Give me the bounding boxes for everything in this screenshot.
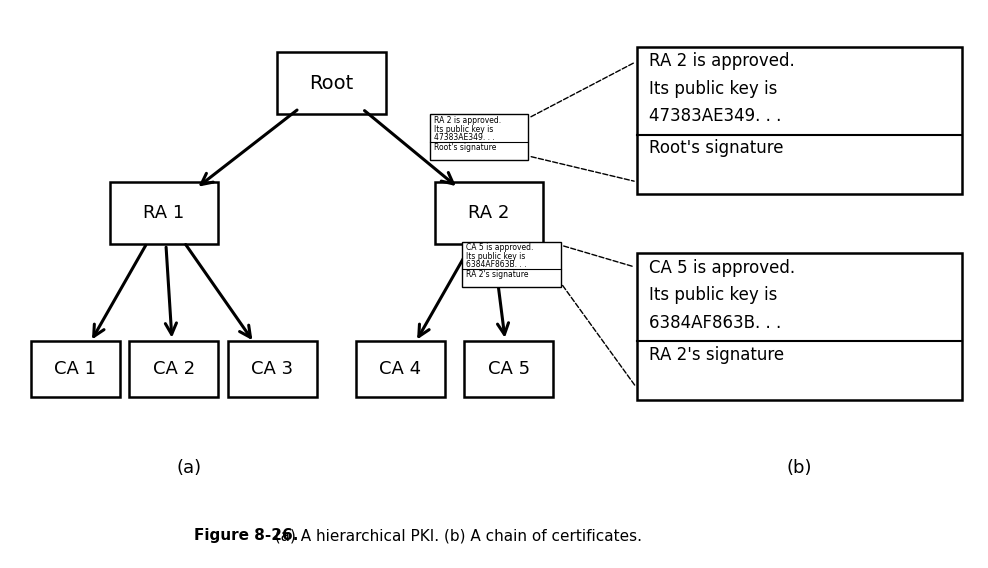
Text: (a) A hierarchical PKI. (b) A chain of certificates.: (a) A hierarchical PKI. (b) A chain of c… (266, 528, 642, 543)
FancyBboxPatch shape (430, 114, 529, 160)
Text: Its public key is: Its public key is (434, 124, 493, 133)
Text: Root's signature: Root's signature (434, 143, 496, 152)
FancyBboxPatch shape (464, 341, 553, 397)
Text: Its public key is: Its public key is (649, 80, 777, 98)
Text: RA 2 is approved.: RA 2 is approved. (649, 52, 794, 70)
Text: 6384AF863B. . .: 6384AF863B. . . (466, 260, 527, 269)
FancyBboxPatch shape (435, 182, 543, 244)
FancyBboxPatch shape (356, 341, 445, 397)
FancyBboxPatch shape (278, 52, 385, 114)
Text: RA 2's signature: RA 2's signature (649, 345, 783, 364)
Text: (a): (a) (176, 459, 202, 477)
Text: (b): (b) (786, 459, 812, 477)
FancyBboxPatch shape (31, 341, 120, 397)
FancyBboxPatch shape (110, 182, 218, 244)
Text: CA 5: CA 5 (488, 360, 530, 378)
Text: Its public key is: Its public key is (649, 286, 777, 304)
Text: RA 2: RA 2 (468, 204, 510, 222)
Text: CA 4: CA 4 (379, 360, 422, 378)
Text: Its public key is: Its public key is (466, 252, 526, 261)
FancyBboxPatch shape (228, 341, 317, 397)
Text: 47383AE349. . .: 47383AE349. . . (649, 107, 782, 126)
Text: CA 3: CA 3 (251, 360, 293, 378)
FancyBboxPatch shape (637, 47, 962, 194)
Text: Root's signature: Root's signature (649, 139, 783, 157)
FancyBboxPatch shape (637, 253, 962, 400)
Text: CA 5 is approved.: CA 5 is approved. (466, 243, 534, 252)
FancyBboxPatch shape (129, 341, 218, 397)
Text: CA 2: CA 2 (153, 360, 195, 378)
Text: Root: Root (309, 74, 354, 93)
FancyBboxPatch shape (462, 241, 561, 287)
Text: RA 2's signature: RA 2's signature (466, 270, 529, 279)
Text: CA 5 is approved.: CA 5 is approved. (649, 258, 794, 277)
Text: RA 2 is approved.: RA 2 is approved. (434, 116, 501, 125)
Text: CA 1: CA 1 (54, 360, 96, 378)
Text: Figure 8-26.: Figure 8-26. (194, 528, 298, 543)
Text: 47383AE349. . .: 47383AE349. . . (434, 133, 495, 142)
Text: 6384AF863B. . .: 6384AF863B. . . (649, 314, 781, 332)
Text: RA 1: RA 1 (143, 204, 185, 222)
